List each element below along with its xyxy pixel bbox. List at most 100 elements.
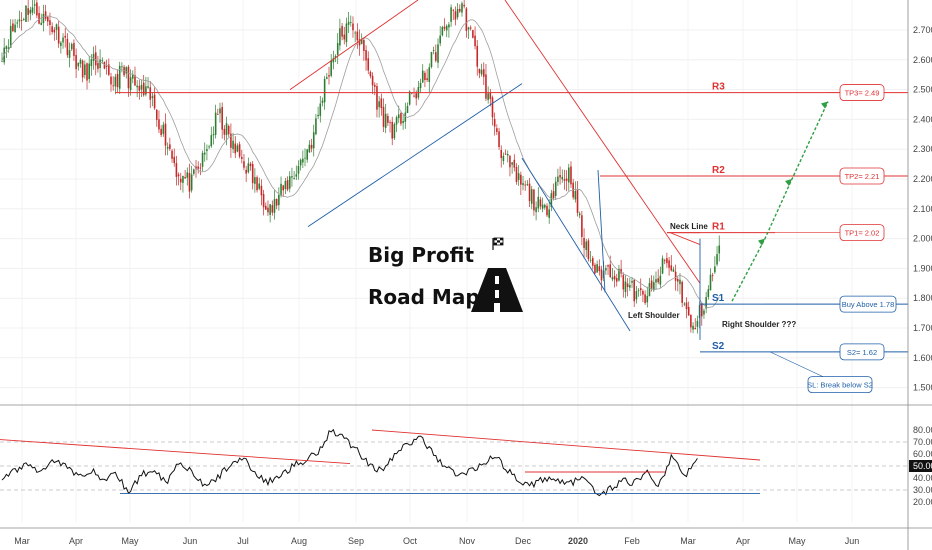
- candle-body: [190, 174, 193, 191]
- candle-body: [642, 291, 644, 295]
- candle-body: [86, 63, 88, 81]
- candle-body: [550, 193, 553, 207]
- level-label-r3: R3: [712, 82, 725, 93]
- candle-body: [212, 134, 215, 136]
- candle-body: [465, 8, 468, 31]
- y-tick-label: 2.000: [913, 234, 932, 244]
- road-icon: [471, 268, 523, 312]
- candle-body: [62, 37, 64, 43]
- candle-body: [600, 269, 603, 281]
- candle-body: [661, 258, 664, 274]
- candle-body: [23, 18, 25, 20]
- y-tick-label: 1.700: [913, 323, 932, 333]
- candle-body: [9, 26, 12, 48]
- candle-body: [657, 278, 659, 283]
- candle-body: [557, 176, 559, 182]
- candle-body: [203, 152, 206, 155]
- candle-body: [97, 63, 99, 69]
- candle-body: [707, 289, 710, 297]
- candle-body: [299, 159, 302, 166]
- candle-body: [312, 132, 315, 149]
- level-label-r2: R2: [712, 165, 725, 176]
- level-label-r1: R1: [712, 222, 725, 233]
- candle-body: [114, 76, 117, 87]
- candle-body: [81, 60, 84, 78]
- callout-label: S2= 1.62: [847, 348, 877, 357]
- candle-body: [546, 205, 548, 216]
- candle-body: [574, 191, 577, 200]
- candle-body: [315, 118, 317, 135]
- candle-body: [88, 63, 90, 80]
- candle-body: [677, 279, 679, 282]
- candle-body: [227, 126, 230, 135]
- candle-body: [672, 269, 675, 272]
- left-shoulder-label: Left Shoulder: [628, 311, 680, 320]
- candle-body: [245, 169, 247, 174]
- candle-body: [155, 109, 158, 120]
- candle-body: [690, 314, 692, 328]
- candle-body: [236, 145, 239, 152]
- candle-body: [206, 149, 208, 152]
- candle-body: [271, 205, 274, 213]
- candle-body: [219, 108, 221, 114]
- candle-body: [668, 260, 670, 268]
- x-tick-label: May: [121, 536, 139, 546]
- candle-body: [439, 35, 441, 44]
- rsi-tick-label: 30.00: [913, 485, 932, 495]
- candle-body: [413, 95, 415, 97]
- candle-body: [397, 114, 400, 119]
- candle-body: [530, 189, 533, 204]
- candle-body: [646, 295, 649, 303]
- x-tick-label: Oct: [403, 536, 418, 546]
- candle-body: [310, 144, 313, 149]
- rsi-panel: [0, 428, 908, 497]
- trend-line: [307, 83, 523, 228]
- candle-body: [515, 167, 518, 182]
- candle-body: [598, 266, 601, 272]
- candle-body: [613, 275, 616, 280]
- candle-body: [223, 128, 226, 135]
- candle-body: [591, 258, 594, 266]
- candle-body: [323, 78, 326, 103]
- candle-body: [90, 59, 93, 67]
- callout-box: [839, 167, 885, 185]
- candle-body: [533, 189, 535, 211]
- candle-body: [214, 112, 217, 135]
- candle-body: [452, 9, 455, 11]
- x-tick-label: Apr: [736, 536, 750, 546]
- candle-body: [267, 207, 269, 213]
- candle-body: [563, 179, 566, 181]
- candle-body: [260, 185, 263, 196]
- x-tick-label: Jun: [183, 536, 198, 546]
- candle-body: [448, 24, 450, 28]
- candle-body: [461, 3, 463, 13]
- candle-body: [506, 153, 509, 156]
- candle-body: [389, 122, 391, 124]
- right-shoulder-label: Right Shoulder ???: [722, 320, 796, 329]
- candle-body: [158, 119, 160, 130]
- candle-body: [197, 166, 199, 169]
- candle-body: [345, 23, 348, 43]
- y-tick-label: 1.900: [913, 263, 932, 273]
- rsi-trend-line: [0, 439, 351, 465]
- candle-body: [520, 174, 522, 185]
- candle-body: [626, 283, 629, 288]
- trend-line: [289, 0, 419, 90]
- candle-body: [565, 178, 568, 181]
- candle-body: [33, 4, 36, 6]
- x-tick-label: May: [788, 536, 806, 546]
- candle-body: [241, 157, 243, 159]
- candle-body: [46, 17, 49, 22]
- candle-body: [382, 106, 385, 127]
- callout-box: [807, 376, 873, 394]
- candle-body: [151, 96, 154, 99]
- candle-body: [356, 31, 359, 41]
- candle-body: [12, 23, 14, 32]
- x-tick-label: Nov: [459, 536, 476, 546]
- candle-body: [443, 26, 446, 29]
- candle-body: [491, 97, 494, 118]
- price-candles: [1, 0, 721, 334]
- candle-body: [576, 189, 579, 213]
- candle-body: [544, 204, 546, 208]
- x-tick-label: 2020: [568, 536, 588, 546]
